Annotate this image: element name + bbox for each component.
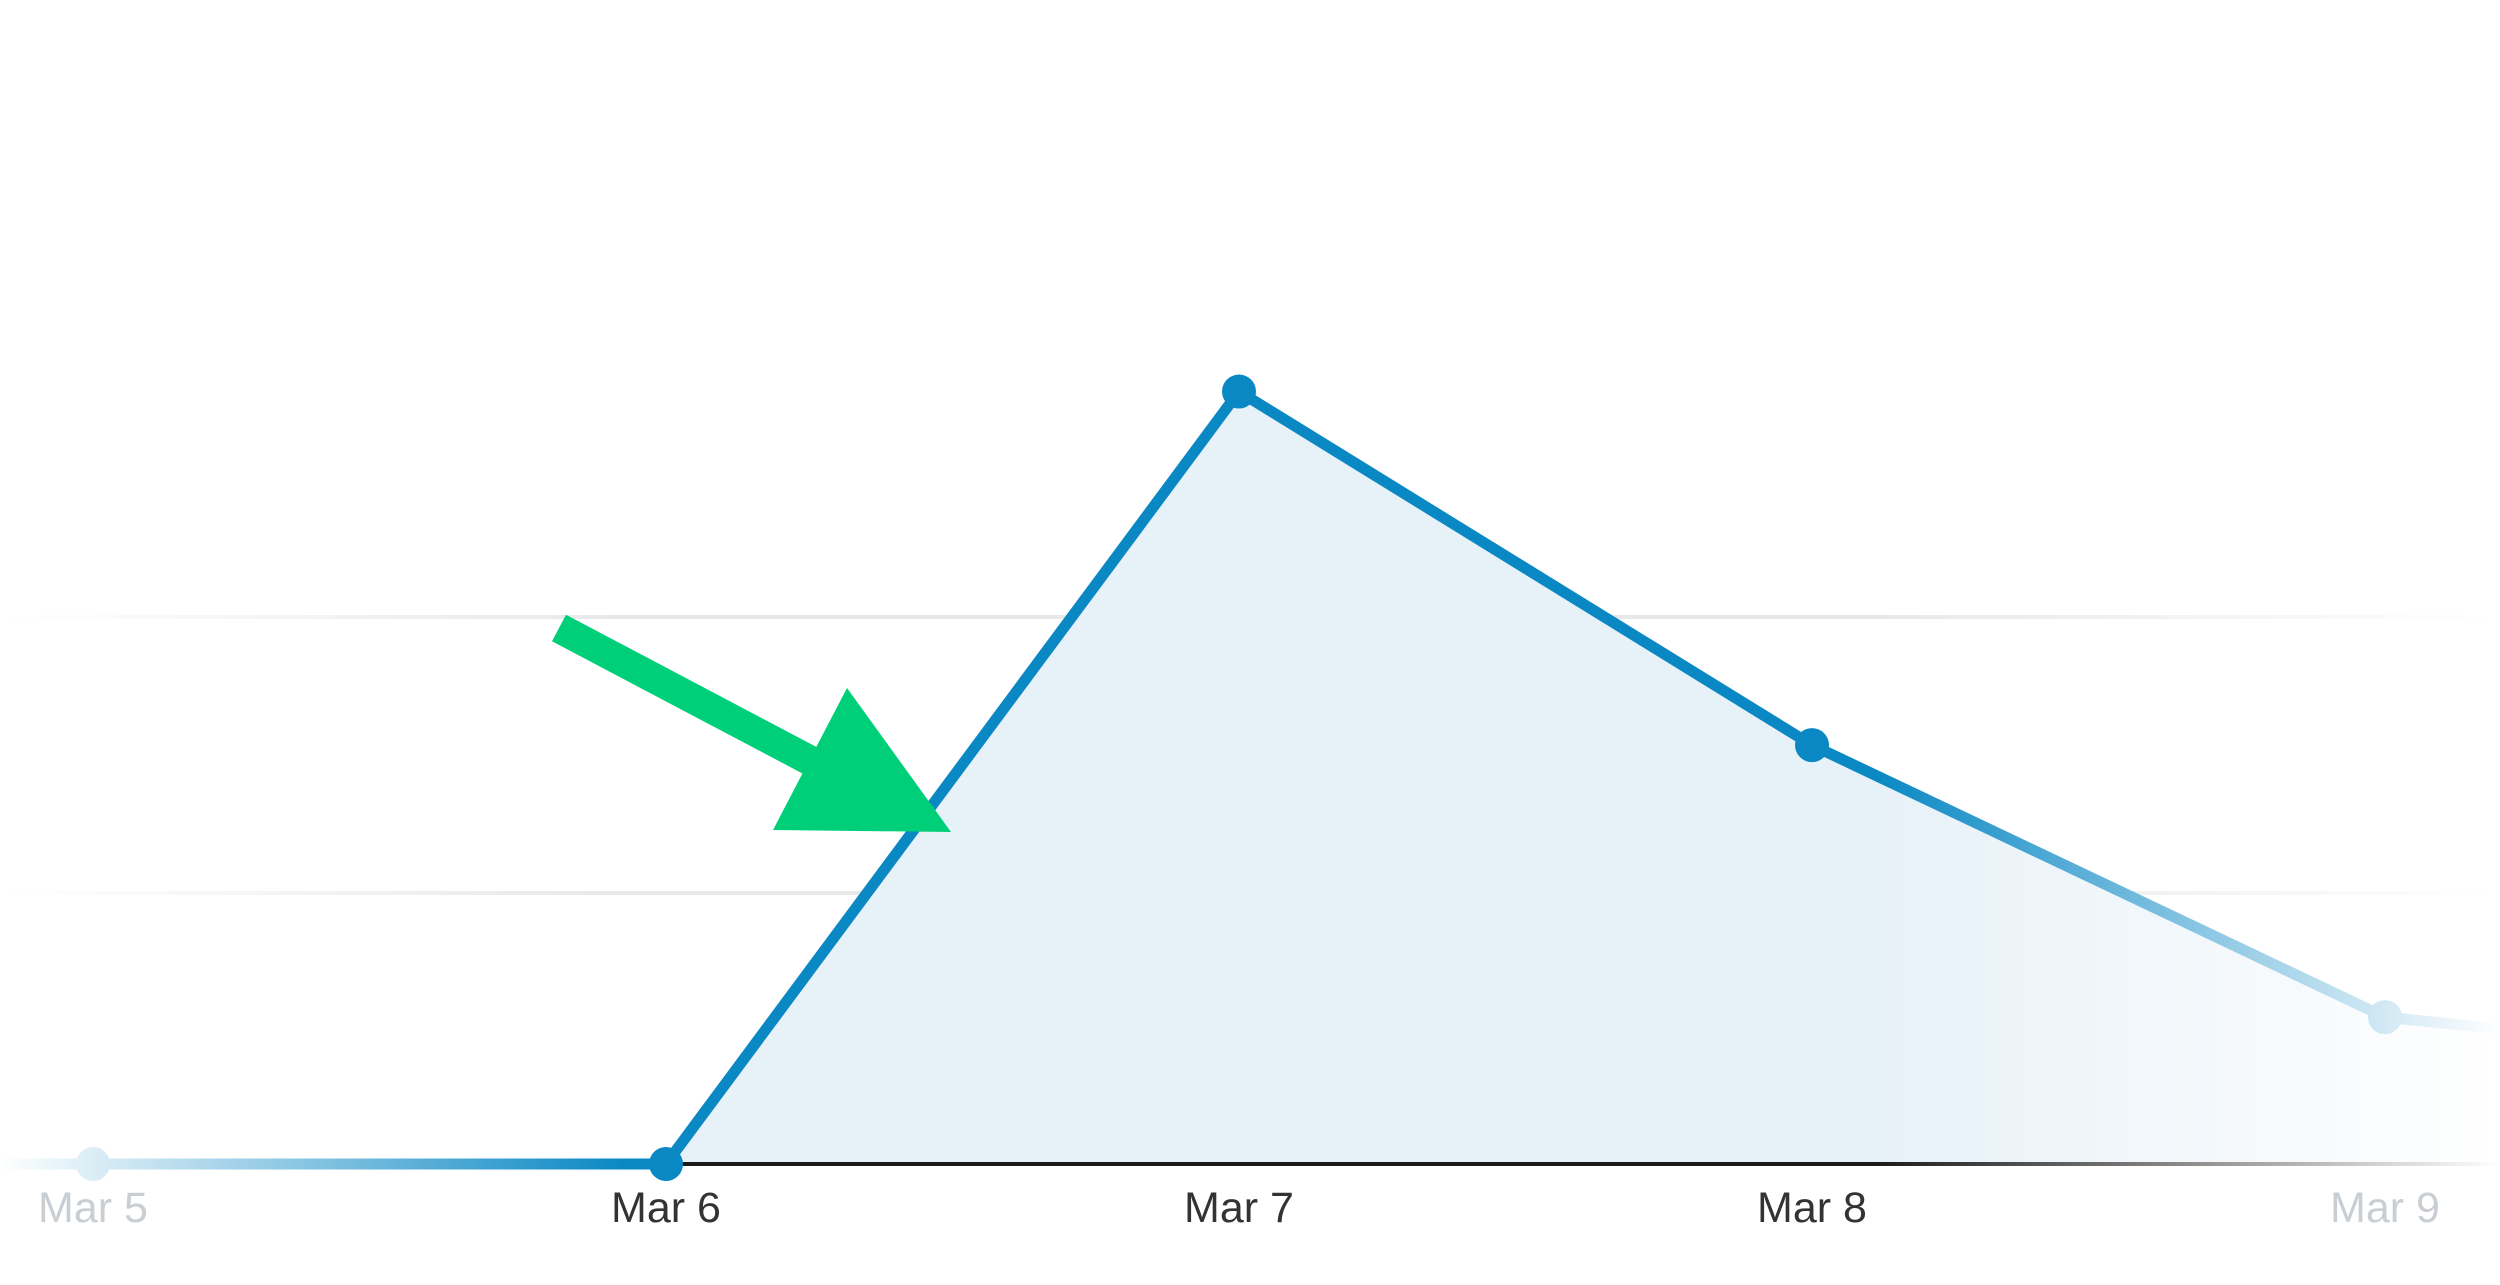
arrow-shaft [551, 614, 836, 784]
x-axis-tick-labels: Mar 5 Mar 6 Mar 7 Mar 8 Mar 9 [38, 1184, 2440, 1232]
x-tick-label: Mar 7 [1184, 1184, 1294, 1232]
x-tick-label: Mar 9 [2330, 1184, 2440, 1232]
x-tick-label: Mar 6 [611, 1184, 721, 1232]
x-tick-label: Mar 5 [38, 1184, 148, 1232]
arrow-head [773, 688, 951, 832]
annotation-arrow-icon [551, 614, 951, 832]
x-tick-label: Mar 8 [1757, 1184, 1867, 1232]
